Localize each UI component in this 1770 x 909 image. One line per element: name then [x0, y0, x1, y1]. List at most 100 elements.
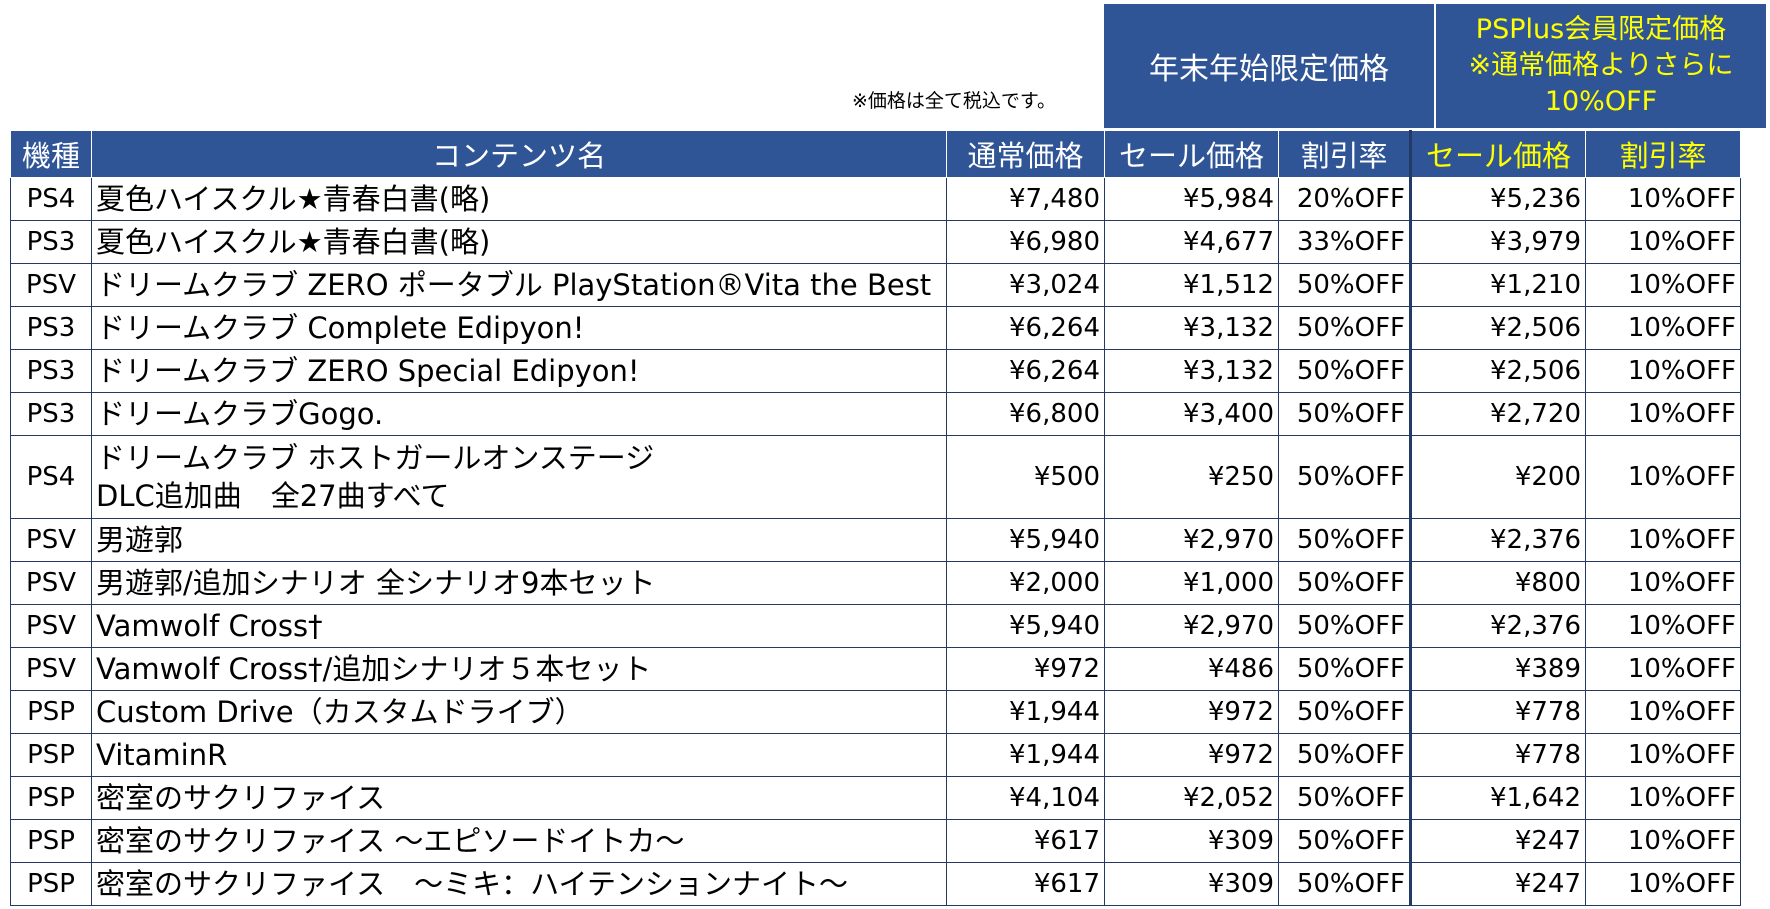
table-row: PSV 男遊郭 ¥5,940 ¥2,970 50%OFF ¥2,376 10%OFF: [10, 518, 1741, 562]
regular-price-cell: ¥2,000: [946, 561, 1105, 605]
platform-cell: PSV: [10, 263, 92, 307]
psplus-discount-cell: 10%OFF: [1585, 263, 1741, 307]
title-cell: VitaminR: [91, 733, 947, 777]
regular-price-cell: ¥5,940: [946, 518, 1105, 562]
table-row: PSV Vamwolf Cross† ¥5,940 ¥2,970 50%OFF ¥2,37…: [10, 604, 1741, 648]
discount-cell: 50%OFF: [1278, 392, 1411, 436]
platform-cell: PS4: [10, 435, 92, 519]
sale-price-cell: ¥3,132: [1104, 349, 1279, 393]
platform-cell: PSP: [10, 733, 92, 777]
table-row: PSP 密室のサクリファイス ¥4,104 ¥2,052 50%OFF ¥1,642 10%…: [10, 776, 1741, 820]
psplus-sale-price-cell: ¥2,720: [1409, 392, 1586, 436]
regular-price-cell: ¥4,104: [946, 776, 1105, 820]
psplus-sale-price-cell: ¥1,642: [1409, 776, 1586, 820]
column-header-regular-price: 通常価格: [946, 130, 1105, 178]
sale-price-cell: ¥972: [1104, 733, 1279, 777]
platform-cell: PS3: [10, 220, 92, 264]
discount-cell: 50%OFF: [1278, 819, 1411, 863]
sale-price-cell: ¥4,677: [1104, 220, 1279, 264]
title-cell: ドリームクラブGogo.: [91, 392, 947, 436]
sale-price-cell: ¥486: [1104, 647, 1279, 691]
table-row: PS4 ドリームクラブ ホストガールオンステージ DLC追加曲 全27曲すべて ¥5…: [10, 435, 1741, 519]
regular-price-cell: ¥617: [946, 862, 1105, 906]
platform-cell: PSP: [10, 819, 92, 863]
sale-price-cell: ¥309: [1104, 862, 1279, 906]
title-cell: 男遊郭: [91, 518, 947, 562]
psplus-discount-cell: 10%OFF: [1585, 220, 1741, 264]
psplus-discount-cell: 10%OFF: [1585, 392, 1741, 436]
title-cell: 密室のサクリファイス ～エピソードイトカ～: [91, 819, 947, 863]
title-cell: ドリームクラブ ホストガールオンステージ DLC追加曲 全27曲すべて: [91, 435, 947, 519]
sale-price-cell: ¥1,000: [1104, 561, 1279, 605]
table-body: PS4 夏色ハイスクル★青春白書(略) ¥7,480 ¥5,984 20%OFF ¥5,2…: [10, 177, 1741, 906]
psplus-price-group-header: PSPlus会員限定価格 ※通常価格よりさらに 10%OFF: [1436, 4, 1766, 128]
platform-cell: PS3: [10, 349, 92, 393]
table-row: PSP 密室のサクリファイス ～エピソードイトカ～ ¥617 ¥309 50%OFF ¥2…: [10, 819, 1741, 863]
column-header-discount: 割引率: [1278, 130, 1411, 178]
title-cell: 密室のサクリファイス ～ミキ：ハイテンションナイト～: [91, 862, 947, 906]
psplus-sale-price-cell: ¥800: [1409, 561, 1586, 605]
column-header-title: コンテンツ名: [91, 130, 947, 178]
table-row: PS3 ドリームクラブGogo. ¥6,800 ¥3,400 50%OFF ¥2,720 1…: [10, 392, 1741, 436]
table-row: PSP VitaminR ¥1,944 ¥972 50%OFF ¥778 10%OFF: [10, 733, 1741, 777]
psplus-discount-cell: 10%OFF: [1585, 862, 1741, 906]
discount-cell: 50%OFF: [1278, 263, 1411, 307]
sale-price-cell: ¥1,512: [1104, 263, 1279, 307]
table-row: PS3 ドリームクラブ ZERO Special Edipyon! ¥6,264 ¥3…: [10, 349, 1741, 393]
platform-cell: PSV: [10, 561, 92, 605]
regular-price-cell: ¥972: [946, 647, 1105, 691]
discount-cell: 33%OFF: [1278, 220, 1411, 264]
sale-price-cell: ¥972: [1104, 690, 1279, 734]
column-header-sale-price: セール価格: [1104, 130, 1279, 178]
psplus-sale-price-cell: ¥1,210: [1409, 263, 1586, 307]
tax-note: ※価格は全て税込です。: [852, 90, 1057, 112]
platform-cell: PSP: [10, 776, 92, 820]
sale-price-cell: ¥250: [1104, 435, 1279, 519]
psplus-sale-price-cell: ¥200: [1409, 435, 1586, 519]
discount-cell: 50%OFF: [1278, 733, 1411, 777]
discount-cell: 50%OFF: [1278, 435, 1411, 519]
regular-price-cell: ¥1,944: [946, 690, 1105, 734]
regular-price-cell: ¥7,480: [946, 177, 1105, 221]
regular-price-cell: ¥1,944: [946, 733, 1105, 777]
title-cell: Vamwolf Cross†: [91, 604, 947, 648]
discount-cell: 50%OFF: [1278, 306, 1411, 350]
discount-cell: 50%OFF: [1278, 647, 1411, 691]
regular-price-cell: ¥6,800: [946, 392, 1105, 436]
regular-price-cell: ¥500: [946, 435, 1105, 519]
psplus-discount-cell: 10%OFF: [1585, 604, 1741, 648]
discount-cell: 50%OFF: [1278, 604, 1411, 648]
sale-price-cell: ¥2,970: [1104, 604, 1279, 648]
psplus-sale-price-cell: ¥2,506: [1409, 349, 1586, 393]
psplus-sale-price-cell: ¥247: [1409, 819, 1586, 863]
platform-cell: PS3: [10, 392, 92, 436]
platform-cell: PS4: [10, 177, 92, 221]
table-row: PS3 夏色ハイスクル★青春白書(略) ¥6,980 ¥4,677 33%OFF ¥3,9…: [10, 220, 1741, 264]
psplus-discount-cell: 10%OFF: [1585, 306, 1741, 350]
title-cell: Vamwolf Cross†/追加シナリオ５本セット: [91, 647, 947, 691]
sale-price-cell: ¥309: [1104, 819, 1279, 863]
psplus-discount-cell: 10%OFF: [1585, 819, 1741, 863]
regular-price-cell: ¥6,264: [946, 306, 1105, 350]
platform-cell: PSV: [10, 518, 92, 562]
table-row: PS3 ドリームクラブ Complete Edipyon! ¥6,264 ¥3,132…: [10, 306, 1741, 350]
title-cell: 男遊郭/追加シナリオ 全シナリオ9本セット: [91, 561, 947, 605]
regular-price-cell: ¥6,980: [946, 220, 1105, 264]
discount-cell: 50%OFF: [1278, 862, 1411, 906]
discount-cell: 50%OFF: [1278, 518, 1411, 562]
sale-price-cell: ¥3,132: [1104, 306, 1279, 350]
title-cell: ドリームクラブ ZERO ポータブル PlayStation®Vita the …: [91, 263, 947, 307]
psplus-sale-price-cell: ¥778: [1409, 690, 1586, 734]
title-cell: 夏色ハイスクル★青春白書(略): [91, 220, 947, 264]
psplus-discount-cell: 10%OFF: [1585, 349, 1741, 393]
title-cell: 密室のサクリファイス: [91, 776, 947, 820]
title-cell: ドリームクラブ ZERO Special Edipyon!: [91, 349, 947, 393]
table-row: PSP Custom Drive（カスタムドライブ） ¥1,944 ¥972 50%OF…: [10, 690, 1741, 734]
psplus-discount-cell: 10%OFF: [1585, 690, 1741, 734]
psplus-sale-price-cell: ¥2,376: [1409, 518, 1586, 562]
psplus-discount-cell: 10%OFF: [1585, 561, 1741, 605]
psplus-discount-cell: 10%OFF: [1585, 177, 1741, 221]
title-cell: ドリームクラブ Complete Edipyon!: [91, 306, 947, 350]
psplus-discount-cell: 10%OFF: [1585, 733, 1741, 777]
regular-price-cell: ¥6,264: [946, 349, 1105, 393]
